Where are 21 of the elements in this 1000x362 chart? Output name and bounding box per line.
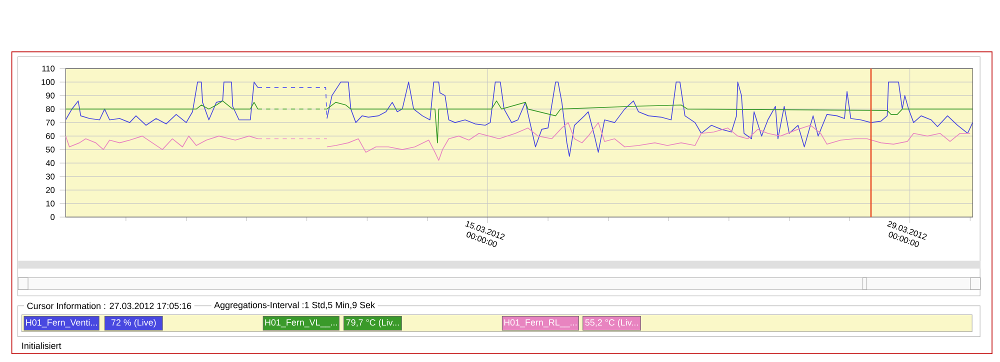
y-tick-label: 30 (46, 174, 55, 180)
y-tick-label: 70 (46, 120, 55, 126)
y-tick-label: 80 (46, 106, 55, 112)
y-tick-label: 60 (46, 133, 55, 140)
text: Cursor Information : 27.03.2012 17:05:16 (27, 302, 192, 310)
text: Aggregations-Interval :1 Std,5 Min,9 Sek (214, 302, 376, 310)
y-tick-label: 20 (46, 187, 55, 194)
y-tick-label: 10 (46, 200, 55, 207)
text: 79,7 °C (Liv... (346, 319, 399, 328)
text: Initialisiert (22, 342, 62, 350)
text: H01_Fern_VL__... (265, 319, 337, 328)
text: 55,2 °C (Liv... (585, 319, 638, 328)
text: 72 % (Live) (111, 319, 156, 328)
y-tick-label: 90 (46, 92, 55, 99)
text: H01_Fern_Venti... (26, 319, 97, 328)
text: H01_Fern_RL__... (504, 319, 576, 328)
y-tick-label: 110 (42, 66, 55, 72)
y-tick-label: 0 (50, 214, 55, 220)
y-tick-label: 50 (46, 146, 55, 153)
y-tick-label: 40 (46, 160, 55, 166)
y-tick-label: 100 (42, 79, 55, 86)
